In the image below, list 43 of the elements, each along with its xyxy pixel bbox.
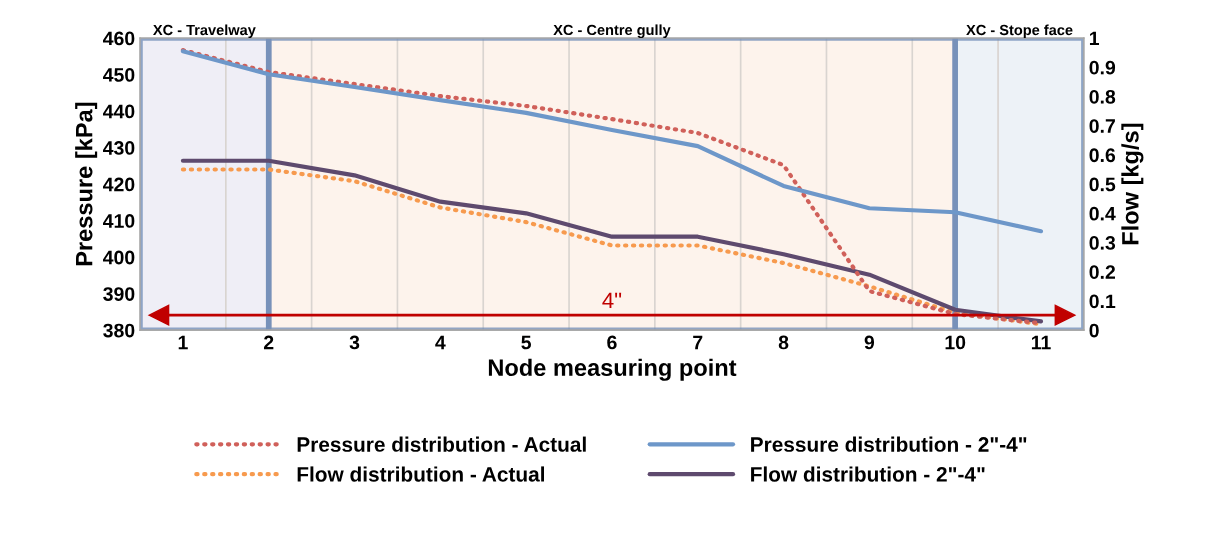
y2-tick-label: 0 <box>1089 323 1099 338</box>
y-tick-label: 420 <box>103 177 135 192</box>
x-tick-label: 3 <box>349 335 360 350</box>
x-tick-label: 9 <box>864 335 875 350</box>
y2-tick-label: 1 <box>1089 31 1100 46</box>
y-axis-title: Pressure [kPa] <box>75 102 98 266</box>
band-label: XC - Travelway <box>153 24 256 39</box>
x-tick-label: 10 <box>945 335 966 350</box>
y2-tick-label: 0.3 <box>1089 236 1116 250</box>
band-label: XC - Stope face <box>966 24 1073 39</box>
x-tick-label: 2 <box>263 335 274 350</box>
y2-tick-label: 0.8 <box>1089 89 1116 104</box>
x-tick-label: 5 <box>521 335 532 350</box>
y-tick-label: 460 <box>103 31 135 46</box>
y-tick-label: 410 <box>103 214 135 228</box>
y-tick-label: 390 <box>103 287 135 301</box>
x-tick-label: 4 <box>435 335 446 350</box>
y2-tick-label: 0.1 <box>1089 294 1116 309</box>
legend-label: Flow distribution - Actual <box>297 466 545 482</box>
y2-tick-label: 0.6 <box>1089 148 1116 163</box>
y-tick-label: 450 <box>103 68 135 82</box>
y2-axis-title: Flow [kg/s] <box>1121 123 1144 245</box>
annotation: 4" <box>602 292 622 309</box>
x-tick-label: 7 <box>693 335 703 350</box>
x-tick-label: 11 <box>1031 335 1051 350</box>
y-tick-label: 400 <box>103 250 135 265</box>
x-tick-label: 8 <box>778 335 789 350</box>
y-tick-label: 440 <box>103 104 135 119</box>
y2-tick-label: 0.5 <box>1089 177 1116 192</box>
legend-label: Pressure distribution - 2"-4" <box>751 436 1027 452</box>
band-label: XC - Centre gully <box>553 24 671 39</box>
y2-tick-label: 0.2 <box>1089 265 1115 279</box>
legend-label: Pressure distribution - Actual <box>297 436 586 452</box>
y2-tick-label: 0.4 <box>1089 206 1116 221</box>
x-axis-title: Node measuring point <box>488 358 737 381</box>
y2-tick-label: 0.9 <box>1089 60 1116 75</box>
x-tick-label: 1 <box>178 335 188 350</box>
y2-tick-label: 0.7 <box>1089 119 1115 133</box>
legend-label: Flow distribution - 2"-4" <box>751 466 985 482</box>
y-tick-label: 380 <box>103 323 135 338</box>
y-tick-label: 430 <box>103 141 135 155</box>
x-tick-label: 6 <box>607 335 617 350</box>
line-series <box>180 49 1044 234</box>
